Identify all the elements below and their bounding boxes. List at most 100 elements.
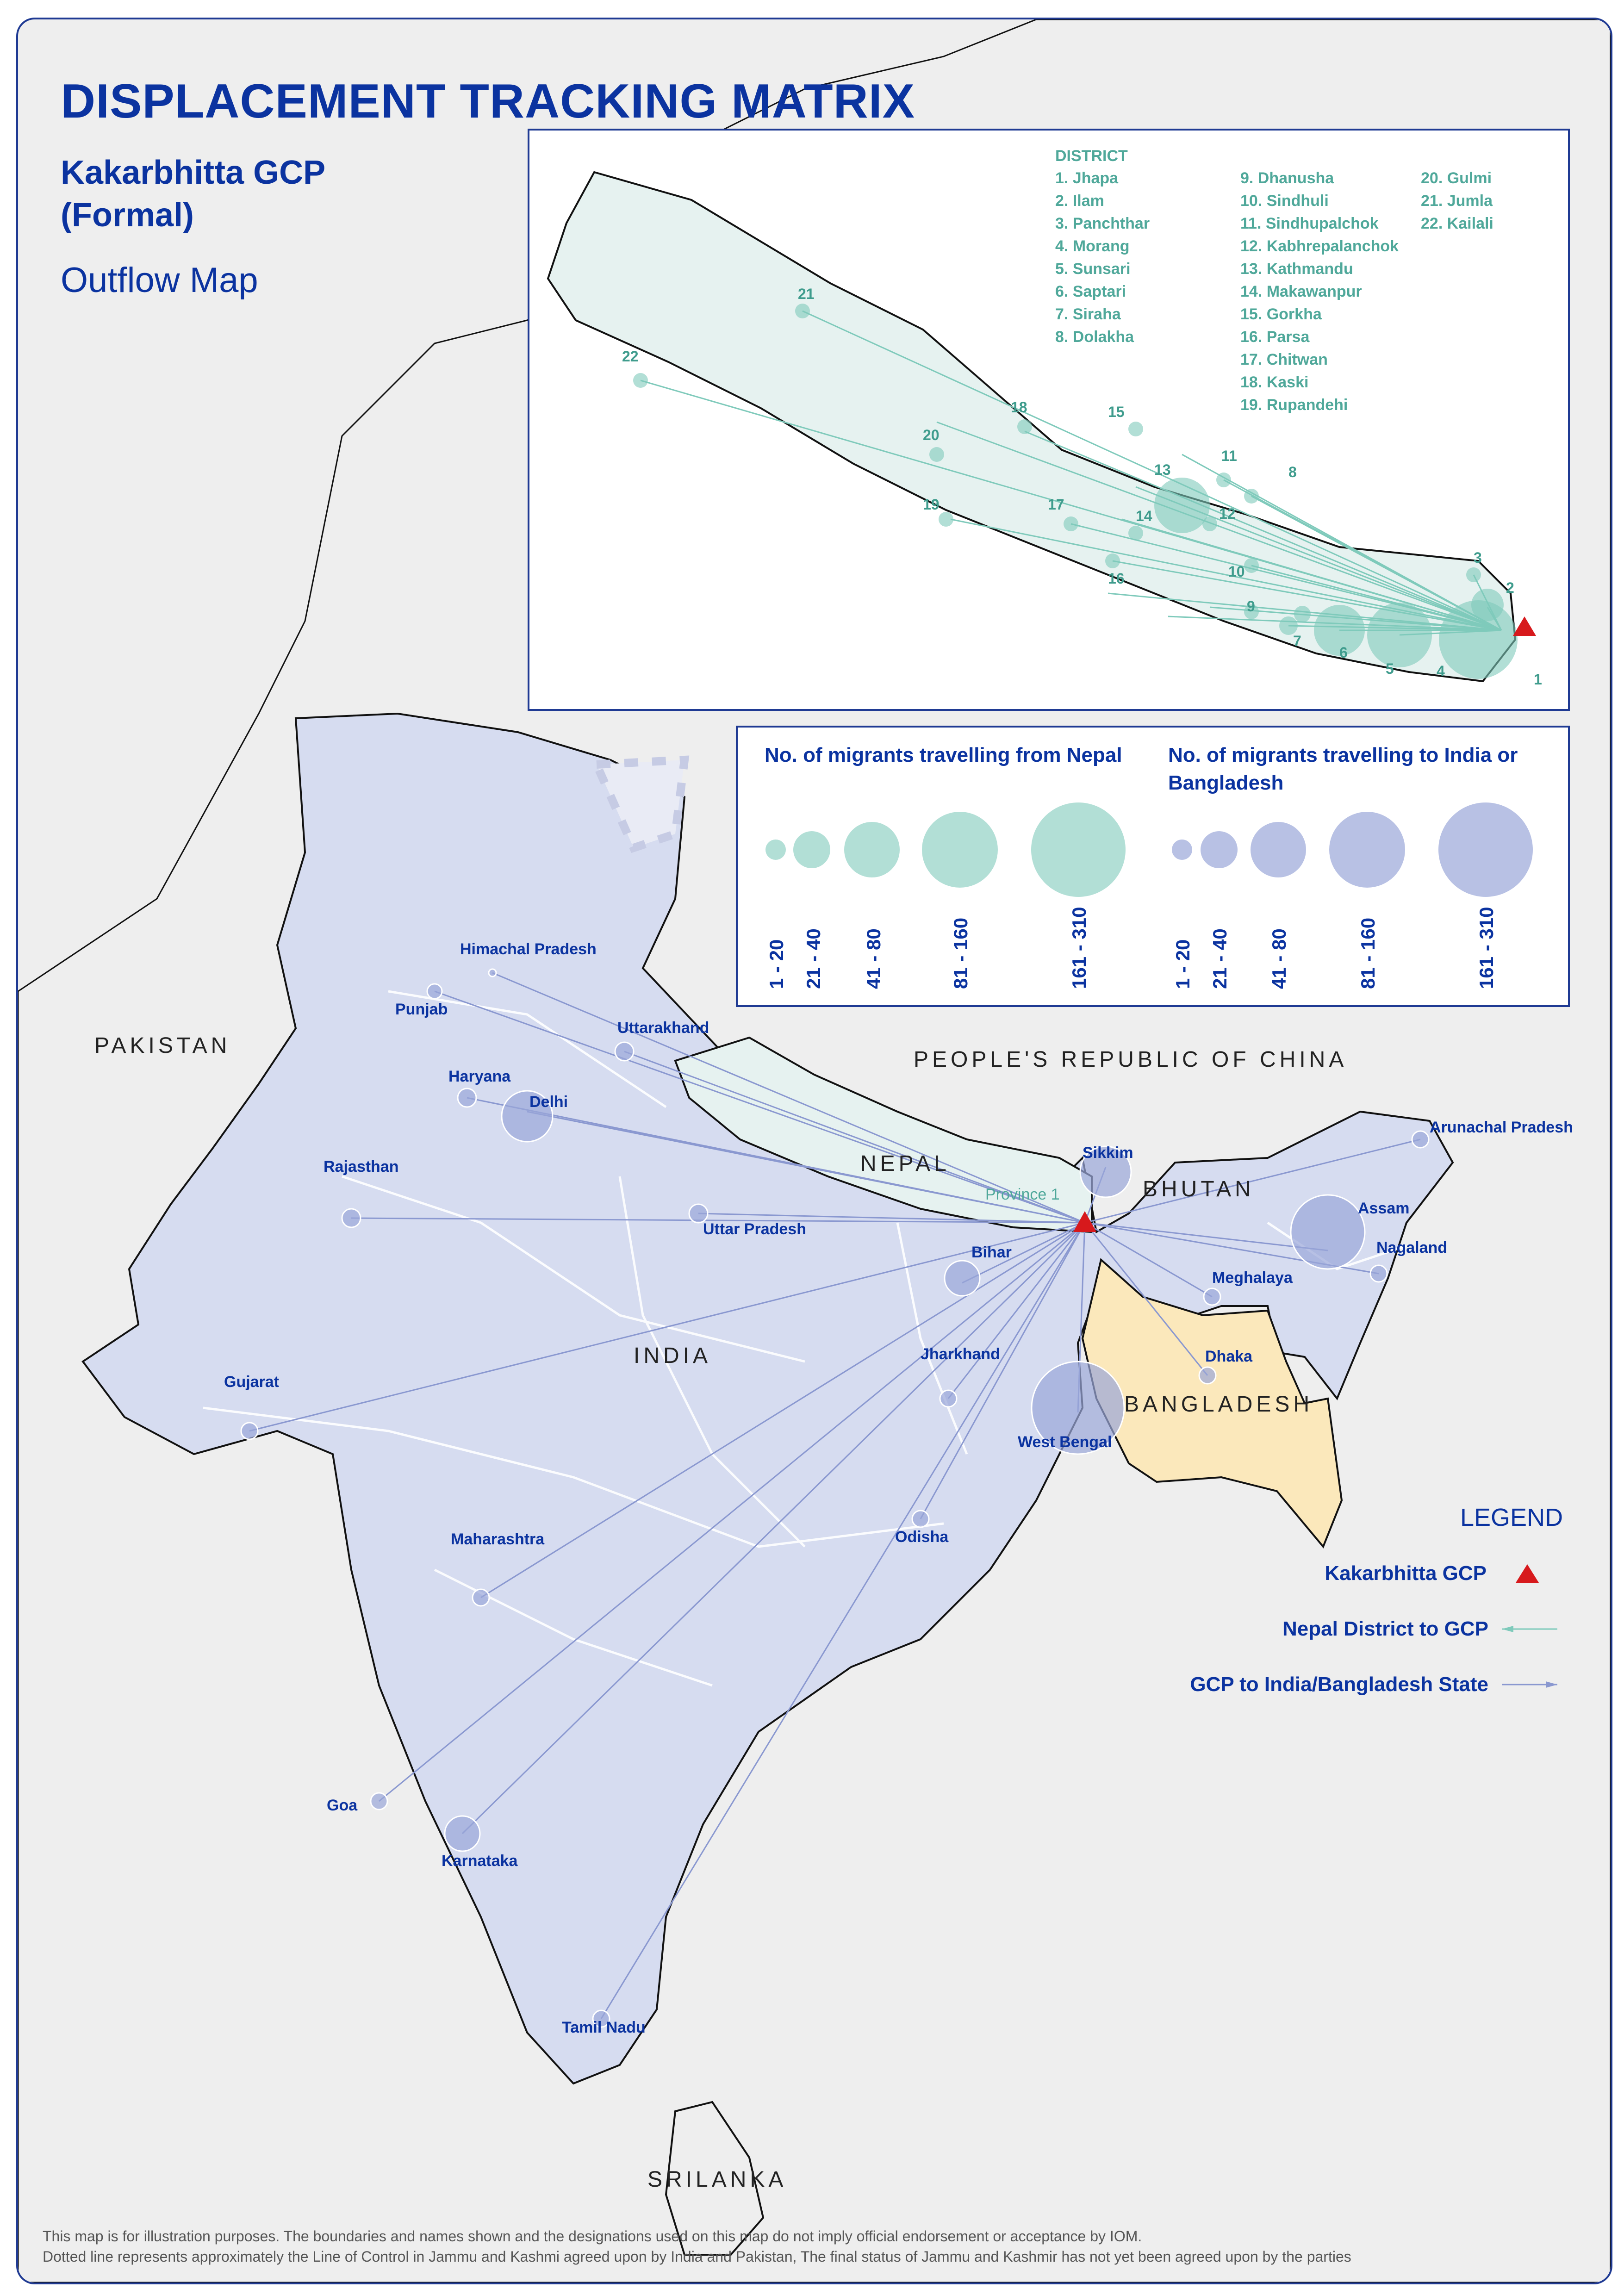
bubble-nagaland xyxy=(1369,1264,1388,1283)
district-item: 16. Parsa xyxy=(1240,328,1310,346)
bubble-karnataka xyxy=(444,1815,481,1852)
district-item: 21. Jumla xyxy=(1421,192,1493,210)
range-nepal-3: 41 - 80 xyxy=(863,928,884,989)
legend-india-circle-1 xyxy=(1172,840,1192,860)
label-haryana: Haryana xyxy=(448,1068,511,1085)
legend-india-circle-2 xyxy=(1201,831,1238,868)
srilanka-territory xyxy=(665,2101,765,2256)
range-india-1: 1 - 20 xyxy=(1172,939,1194,989)
bubble-dhaka xyxy=(1198,1366,1217,1385)
district-item: 20. Gulmi xyxy=(1421,169,1492,187)
bubble-himachal xyxy=(488,968,497,977)
inset-bubble-rupandehi xyxy=(939,512,953,527)
inset-bubble-dhanusha xyxy=(1244,604,1259,619)
range-india-5: 161 - 310 xyxy=(1475,907,1497,989)
range-nepal-5: 161 - 310 xyxy=(1068,907,1090,989)
inset-num-6: 6 xyxy=(1339,644,1348,661)
district-item: 14. Makawanpur xyxy=(1240,283,1362,300)
gcp-marker-inset xyxy=(1513,616,1536,636)
label-uttarakhand: Uttarakhand xyxy=(617,1019,709,1037)
inset-bubble-kathmandu xyxy=(1154,478,1210,533)
legend-nepal-circle-1 xyxy=(765,840,786,860)
district-item: 1. Jhapa xyxy=(1055,169,1119,187)
gcp-marker-main xyxy=(1073,1211,1096,1232)
label-meghalaya: Meghalaya xyxy=(1212,1269,1293,1287)
legend-nepal-circle-2 xyxy=(793,831,830,868)
district-item: 5. Sunsari xyxy=(1055,260,1131,278)
inset-num-11: 11 xyxy=(1221,448,1237,464)
size-legend-circles xyxy=(765,802,1533,897)
label-nagaland: Nagaland xyxy=(1376,1239,1448,1256)
label-dhaka: Dhaka xyxy=(1205,1348,1253,1365)
district-item: 10. Sindhuli xyxy=(1240,192,1329,210)
range-india-2: 21 - 40 xyxy=(1209,928,1231,989)
flow-rajasthan xyxy=(351,1217,1085,1224)
india-flow-lines xyxy=(249,972,1421,2019)
nepal-inset-canvas xyxy=(547,171,1536,683)
inset-num-1: 1 xyxy=(1534,671,1542,688)
label-westbengal: West Bengal xyxy=(1018,1433,1112,1451)
district-item: 3. Panchthar xyxy=(1055,215,1150,232)
map-type: Outflow Map xyxy=(61,261,258,300)
inset-num-2: 2 xyxy=(1506,579,1514,596)
page-title: DISPLACEMENT TRACKING MATRIX xyxy=(61,75,915,128)
district-item: 18. Kaski xyxy=(1240,373,1309,391)
inset-num-3: 3 xyxy=(1474,549,1482,566)
flow-delhi xyxy=(527,1111,1085,1224)
inset-bubble-siraha xyxy=(1294,606,1311,622)
disclaimer-line2: Dotted line represents approximately the… xyxy=(43,2248,1351,2265)
district-item: 12. Kabhrepalanchok xyxy=(1240,237,1399,255)
inset-num-12: 12 xyxy=(1219,505,1236,522)
subtitle-line1: Kakarbhitta GCP xyxy=(61,154,326,191)
inset-num-19: 19 xyxy=(923,496,940,513)
flow-jharkhand xyxy=(947,1222,1086,1399)
inset-num-4: 4 xyxy=(1437,663,1445,679)
label-delhi: Delhi xyxy=(529,1093,568,1111)
district-item: 4. Morang xyxy=(1055,237,1130,255)
gcp-subtitle: Kakarbhitta GCP (Formal) xyxy=(61,151,477,236)
bubble-uttarakhand xyxy=(614,1041,635,1062)
flow-meghalaya xyxy=(1084,1222,1213,1298)
legend-india-circle-4 xyxy=(1329,812,1405,888)
inset-bubble-kabhre xyxy=(1202,516,1217,531)
inset-bubble-sunsari xyxy=(1314,605,1365,656)
bubble-meghalaya xyxy=(1203,1287,1221,1306)
inset-num-20: 20 xyxy=(923,427,940,443)
inset-bubble-gulmi xyxy=(929,447,944,462)
flow-goa xyxy=(379,1222,1085,1802)
label-assam: Assam xyxy=(1358,1200,1410,1217)
bubble-rajasthan xyxy=(341,1208,361,1228)
label-maharashtra: Maharashtra xyxy=(451,1530,545,1548)
district-item: 15. Gorkha xyxy=(1240,305,1322,323)
label-punjab: Punjab xyxy=(395,1001,448,1018)
inset-bubble-dolakha xyxy=(1244,489,1259,504)
range-india-3: 41 - 80 xyxy=(1268,928,1290,989)
flow-gujarat xyxy=(249,1222,1085,1432)
label-gujarat: Gujarat xyxy=(224,1373,280,1391)
bubble-delhi xyxy=(501,1090,554,1143)
label-sikkim: Sikkim xyxy=(1083,1144,1133,1162)
label-tamilnadu: Tamil Nadu xyxy=(562,2019,646,2036)
inset-num-10: 10 xyxy=(1228,563,1245,580)
size-legend-from-nepal-title: No. of migrants travelling from Nepal xyxy=(765,744,1122,766)
inset-num-8: 8 xyxy=(1288,464,1297,480)
flow-arunachal xyxy=(1084,1138,1421,1224)
flow-tamilnadu xyxy=(600,1222,1086,2019)
country-srilanka: SRILANKA xyxy=(647,2167,787,2192)
inset-bubble-kaski xyxy=(1017,419,1032,434)
legend-india-flow-label: GCP to India/Bangladesh State xyxy=(1190,1673,1488,1696)
district-item: 19. Rupandehi xyxy=(1240,396,1348,414)
bubble-gujarat xyxy=(240,1422,259,1440)
inset-bubble-parsa xyxy=(1105,554,1120,568)
label-jharkhand: Jharkhand xyxy=(921,1345,1000,1363)
inset-num-5: 5 xyxy=(1386,660,1394,677)
subtitle-line2: (Formal) xyxy=(61,197,194,234)
label-himachal: Himachal Pradesh xyxy=(460,940,597,958)
bubble-assam xyxy=(1290,1194,1366,1270)
inset-bubble-sindhuli xyxy=(1244,558,1259,573)
label-bihar: Bihar xyxy=(971,1244,1012,1261)
inset-bubble-panchthar xyxy=(1466,567,1481,582)
district-item: 17. Chitwan xyxy=(1240,351,1328,368)
legend-india-circle-5 xyxy=(1438,802,1533,897)
inset-bubble-saptari xyxy=(1279,616,1298,635)
